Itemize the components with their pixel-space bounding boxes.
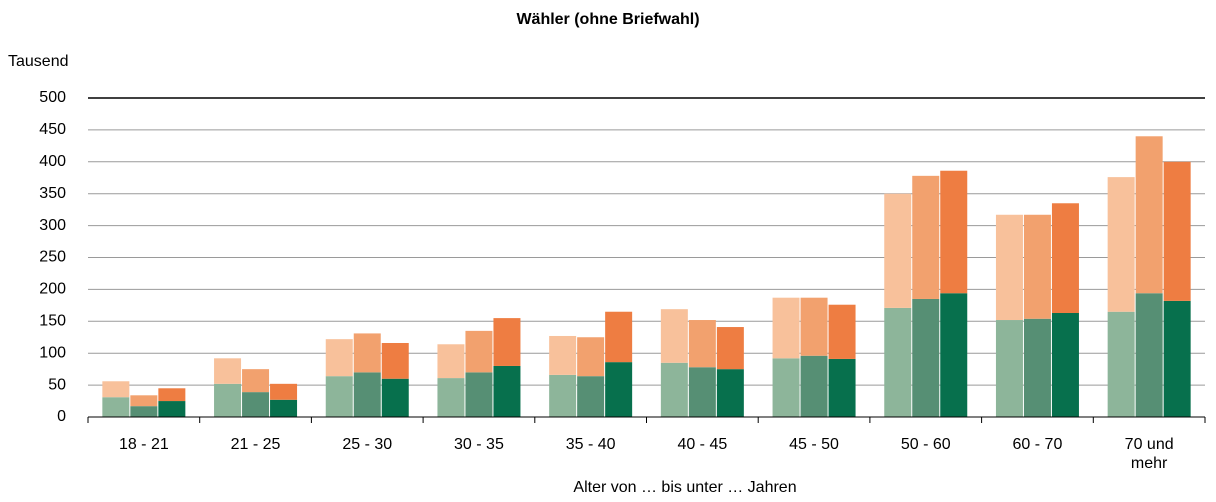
bar-segment: [270, 383, 298, 400]
x-tick-label: 30 - 35: [454, 436, 504, 453]
y-tick-label: 0: [57, 408, 66, 425]
bar-segment: [772, 297, 800, 359]
bar-segment: [577, 376, 605, 417]
y-tick-label: 400: [39, 153, 66, 170]
bar-segment: [465, 372, 493, 417]
x-tick-label: 50 - 60: [900, 436, 951, 453]
bar-segment: [995, 214, 1023, 321]
x-tick-label: 18 - 21: [118, 436, 169, 453]
bar-segment: [214, 358, 242, 384]
bar-segment: [688, 320, 716, 368]
bar-segment: [577, 337, 605, 377]
bar-segment: [549, 374, 577, 417]
x-tick-label: 25 - 30: [342, 436, 393, 453]
bar-segment: [688, 367, 716, 417]
bar-segment: [353, 372, 381, 417]
bar-segment: [660, 362, 688, 417]
y-tick-label: 450: [39, 121, 66, 138]
x-axis-label: Alter von … bis unter … Jahren: [573, 479, 796, 496]
bar-segment: [940, 293, 968, 417]
bar-segment: [716, 369, 744, 417]
y-tick-label: 50: [48, 376, 66, 393]
bar-segment: [1163, 161, 1191, 301]
bar-segment: [381, 378, 409, 417]
bar-segment: [772, 358, 800, 417]
bar-segment: [912, 298, 940, 417]
bar-segment: [493, 365, 521, 417]
bar-segment: [605, 311, 633, 363]
bar-segment: [158, 401, 186, 417]
bar-segment: [242, 369, 270, 393]
bar-segment: [1023, 318, 1051, 417]
bar-segment: [1107, 177, 1135, 312]
bar-segment: [1023, 214, 1051, 319]
bar-segment: [1051, 313, 1079, 417]
y-tick-label: 200: [39, 281, 66, 298]
bar-segment: [800, 297, 828, 356]
bar-segment: [605, 362, 633, 417]
bar-segment: [800, 355, 828, 417]
x-tick-label: 60 - 70: [1012, 436, 1063, 453]
y-tick-label: 150: [39, 313, 66, 330]
x-tick-label: 45 - 50: [789, 436, 839, 453]
bar-segment: [353, 333, 381, 373]
bar-segment: [884, 307, 912, 417]
bar-segment: [1135, 293, 1163, 417]
bar-segment: [1051, 203, 1079, 314]
bar-segment: [381, 342, 409, 379]
y-tick-label: 350: [39, 185, 66, 202]
bar-segment: [437, 378, 465, 417]
bar-segment: [828, 358, 856, 417]
y-tick-label: 300: [39, 217, 66, 234]
bar-segment: [1163, 300, 1191, 417]
x-tick-label: 21 - 25: [230, 436, 281, 453]
x-tick-label: 35 - 40: [565, 436, 616, 453]
bar-segment: [130, 395, 158, 407]
bar-segment: [995, 320, 1023, 417]
bar-segment: [549, 335, 577, 375]
bar-segment: [493, 318, 521, 366]
chart-title: Wähler (ohne Briefwahl): [516, 11, 699, 28]
bar-segment: [102, 397, 130, 417]
bar-segment: [465, 330, 493, 373]
bar-segment: [158, 388, 186, 402]
bar-segment: [130, 406, 158, 417]
y-tick-label: 500: [39, 89, 66, 106]
bar-segment: [102, 381, 130, 398]
bar-segment: [1107, 311, 1135, 417]
bar-segment: [716, 327, 744, 370]
x-tick-label: 70 und mehr: [1124, 436, 1174, 472]
y-tick-label: 100: [39, 344, 66, 361]
y-tick-label: 250: [39, 249, 66, 266]
x-tick-label: 40 - 45: [677, 436, 728, 453]
bar-segment: [242, 392, 270, 417]
bar-segment: [660, 309, 688, 363]
bar-segment: [940, 170, 968, 294]
bar-segment: [214, 383, 242, 417]
bar-segment: [1135, 136, 1163, 294]
y-axis-label: Tausend: [8, 53, 69, 70]
bar-segment: [912, 175, 940, 299]
bar-segment: [325, 339, 353, 377]
bar-segment: [884, 193, 912, 308]
bar-segment: [270, 399, 298, 417]
bar-segment: [828, 304, 856, 359]
bar-segment: [437, 344, 465, 379]
bar-segment: [325, 376, 353, 417]
